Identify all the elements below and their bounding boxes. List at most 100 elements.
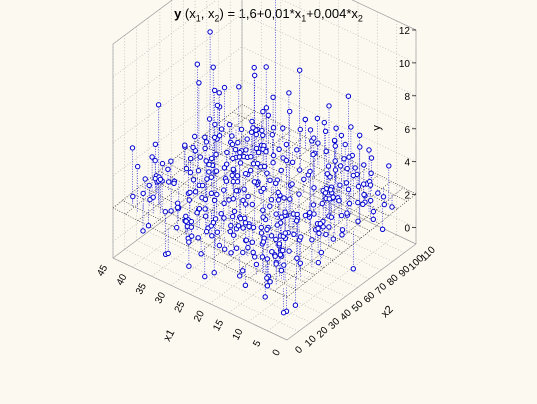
data-point [231, 232, 237, 238]
data-point [199, 182, 206, 189]
data-point [146, 182, 152, 189]
data-point [224, 149, 230, 156]
data-point [264, 256, 270, 262]
data-point [322, 128, 329, 135]
data-point [229, 172, 235, 179]
data-point [319, 200, 325, 207]
data-point [270, 160, 276, 166]
data-point [311, 211, 317, 217]
data-point [289, 159, 296, 166]
title-sub3: 1 [301, 13, 307, 24]
data-point [247, 167, 254, 174]
data-point [188, 155, 194, 162]
data-point [166, 179, 172, 185]
data-point [212, 87, 218, 94]
data-point [229, 141, 236, 148]
data-point [218, 211, 224, 217]
data-point [243, 170, 249, 177]
data-point [186, 239, 192, 245]
data-point [281, 195, 287, 201]
data-point [380, 194, 387, 200]
data-point [330, 236, 336, 242]
data-point [237, 273, 243, 279]
data-point [221, 215, 227, 221]
surface-line [149, 178, 325, 268]
data-point [142, 176, 148, 182]
x1-tick-label: 30 [153, 290, 168, 305]
data-point [209, 155, 215, 162]
x2-tick-label: 0 [293, 344, 305, 356]
grid-line [241, 46, 417, 130]
data-point [332, 143, 338, 149]
data-point [183, 218, 189, 224]
data-point [244, 136, 250, 142]
data-point [326, 224, 332, 230]
data-point [307, 168, 313, 175]
data-point [269, 249, 275, 255]
z-tick-label: 8 [404, 92, 410, 103]
data-point [251, 64, 257, 71]
data-point [286, 90, 292, 96]
data-point [265, 112, 271, 119]
data-point [268, 197, 275, 203]
data-point [323, 231, 329, 238]
surface-line [140, 185, 315, 276]
data-point [235, 223, 242, 229]
box-edge [286, 243, 417, 341]
data-point [186, 263, 192, 269]
data-point [269, 132, 275, 138]
grid-line [241, 112, 417, 195]
data-point [208, 174, 215, 180]
data-point [297, 67, 303, 73]
data-point [195, 168, 202, 174]
data-point [196, 80, 202, 86]
data-point [267, 203, 273, 209]
data-point [267, 279, 273, 285]
data-point [223, 178, 230, 184]
data-point [287, 196, 293, 202]
data-point [274, 222, 280, 228]
data-point [168, 158, 174, 164]
data-point [174, 224, 180, 231]
data-point [242, 215, 248, 222]
data-point [315, 259, 321, 266]
data-point [234, 173, 241, 179]
data-point [370, 216, 376, 223]
data-point [273, 236, 279, 243]
data-point [355, 183, 362, 190]
data-point [189, 233, 195, 239]
data-point [339, 232, 345, 238]
data-point [342, 141, 348, 148]
data-point [321, 119, 327, 126]
data-point [221, 165, 228, 171]
data-point [311, 135, 317, 141]
data-point [240, 249, 246, 256]
data-point [326, 196, 332, 202]
data-point [270, 152, 277, 159]
data-point [310, 151, 316, 158]
data-point [254, 160, 261, 167]
data-point [389, 204, 395, 210]
grid-line [112, 13, 243, 111]
data-point [361, 191, 367, 198]
data-point [203, 139, 210, 145]
data-point [248, 154, 254, 160]
z-tick-label: 0 [404, 224, 410, 235]
data-point [261, 163, 268, 170]
grid-line [281, 0, 417, 64]
data-point [280, 247, 286, 254]
data-point [140, 190, 146, 197]
data-point [338, 132, 345, 139]
grid-line [241, 13, 417, 97]
data-point [129, 145, 136, 151]
data-point [228, 250, 234, 256]
x2-axis-label: x2 [379, 304, 396, 321]
data-point [333, 125, 339, 131]
data-point [314, 115, 321, 122]
z-axis-label: y [371, 125, 383, 131]
data-point [233, 245, 240, 251]
data-point [311, 185, 317, 191]
data-point [283, 141, 290, 148]
data-point [251, 179, 258, 185]
data-point [188, 218, 195, 225]
